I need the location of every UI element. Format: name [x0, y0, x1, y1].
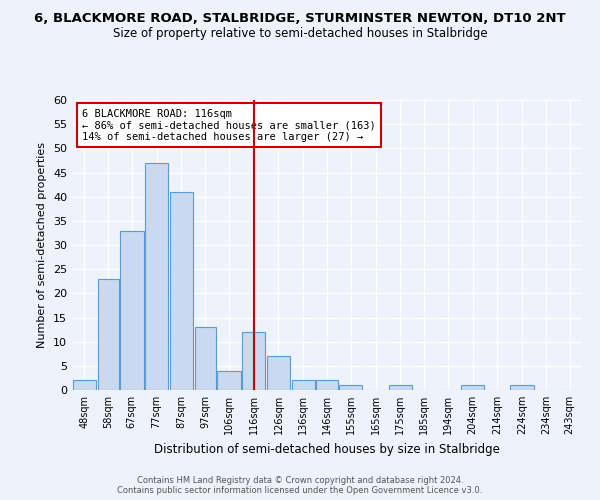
- Bar: [316, 380, 338, 390]
- Y-axis label: Number of semi-detached properties: Number of semi-detached properties: [37, 142, 47, 348]
- Bar: [511, 385, 534, 390]
- Text: 6 BLACKMORE ROAD: 116sqm
← 86% of semi-detached houses are smaller (163)
14% of : 6 BLACKMORE ROAD: 116sqm ← 86% of semi-d…: [82, 108, 376, 142]
- Bar: [266, 356, 290, 390]
- Bar: [339, 385, 362, 390]
- Bar: [120, 230, 143, 390]
- Bar: [292, 380, 315, 390]
- Bar: [73, 380, 96, 390]
- Bar: [389, 385, 412, 390]
- Bar: [242, 332, 265, 390]
- Bar: [170, 192, 193, 390]
- Bar: [97, 279, 119, 390]
- Bar: [145, 163, 169, 390]
- Text: Size of property relative to semi-detached houses in Stalbridge: Size of property relative to semi-detach…: [113, 28, 487, 40]
- Text: 6, BLACKMORE ROAD, STALBRIDGE, STURMINSTER NEWTON, DT10 2NT: 6, BLACKMORE ROAD, STALBRIDGE, STURMINST…: [34, 12, 566, 26]
- Bar: [217, 370, 241, 390]
- Text: Contains HM Land Registry data © Crown copyright and database right 2024.
Contai: Contains HM Land Registry data © Crown c…: [118, 476, 482, 495]
- X-axis label: Distribution of semi-detached houses by size in Stalbridge: Distribution of semi-detached houses by …: [154, 442, 500, 456]
- Bar: [194, 327, 215, 390]
- Bar: [461, 385, 484, 390]
